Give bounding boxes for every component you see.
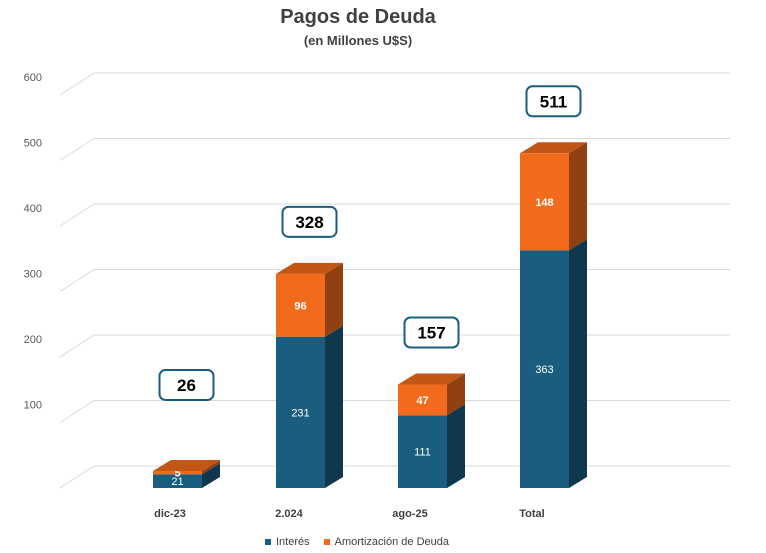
legend-label-amortizacion: Amortización de Deuda bbox=[334, 536, 449, 548]
gridline bbox=[59, 400, 730, 423]
legend-swatch-interes bbox=[265, 539, 271, 545]
y-tick-label: 500 bbox=[24, 138, 42, 150]
y-tick-label: 400 bbox=[24, 203, 42, 215]
total-label: 157 bbox=[417, 324, 445, 343]
x-tick-label: dic-23 bbox=[154, 508, 186, 520]
data-label: 96 bbox=[294, 300, 306, 312]
bar-top bbox=[520, 142, 587, 154]
total-label: 328 bbox=[295, 213, 323, 232]
gridline bbox=[59, 203, 730, 227]
total-callout-box bbox=[525, 85, 582, 118]
bar-side bbox=[202, 463, 220, 488]
gridline bbox=[59, 72, 730, 96]
bar-side bbox=[569, 239, 587, 488]
x-tick-label: Total bbox=[519, 508, 544, 520]
bar-top bbox=[398, 373, 465, 385]
bar-segment bbox=[153, 474, 202, 488]
gridline bbox=[59, 269, 730, 292]
bar-segment bbox=[520, 153, 569, 251]
data-label: 111 bbox=[414, 447, 431, 459]
gridline bbox=[59, 465, 730, 489]
y-tick-label: 100 bbox=[24, 400, 42, 412]
legend-item-amortizacion: Amortización de Deuda bbox=[323, 536, 449, 548]
y-tick-label: 300 bbox=[24, 269, 42, 281]
chart-subtitle: (en Millones U$S) bbox=[303, 33, 413, 48]
data-label: 5 bbox=[174, 468, 180, 480]
data-label: 363 bbox=[535, 364, 553, 376]
bar-side bbox=[325, 262, 343, 337]
bar-side bbox=[202, 459, 220, 475]
chart-legend: Interés Amortización de Deuda bbox=[265, 536, 449, 548]
total-callout-box bbox=[403, 316, 460, 349]
gridline bbox=[59, 334, 730, 358]
total-label: 511 bbox=[540, 92, 567, 111]
legend-label-interes: Interés bbox=[276, 536, 310, 548]
bar-top bbox=[153, 459, 220, 471]
x-tick-label: 2.024 bbox=[275, 508, 303, 520]
bar-segment bbox=[153, 470, 202, 475]
y-tick-label: 600 bbox=[24, 72, 42, 84]
bar-segment bbox=[276, 336, 325, 488]
bar-side bbox=[325, 325, 343, 488]
data-label: 231 bbox=[291, 407, 309, 419]
data-label: 21 bbox=[171, 476, 183, 488]
y-tick-label: 200 bbox=[24, 334, 42, 346]
bar-side bbox=[447, 373, 465, 416]
bar-top bbox=[276, 262, 343, 274]
bar-segment bbox=[276, 273, 325, 337]
total-callout-box bbox=[281, 205, 338, 238]
bar-segment bbox=[520, 250, 569, 488]
bar-side bbox=[569, 142, 587, 251]
chart-title: Pagos de Deuda bbox=[280, 6, 436, 28]
gridline bbox=[59, 138, 730, 161]
bar-side bbox=[447, 404, 465, 488]
total-callout-box bbox=[158, 368, 215, 401]
x-tick-label: ago-25 bbox=[392, 508, 427, 520]
bar-segment bbox=[398, 415, 447, 488]
total-label: 26 bbox=[177, 376, 196, 395]
legend-swatch-amortizacion bbox=[323, 539, 330, 545]
bar-segment bbox=[398, 384, 447, 416]
legend-item-interes: Interés bbox=[265, 536, 310, 548]
data-label: 47 bbox=[416, 395, 428, 407]
data-label: 148 bbox=[535, 197, 553, 209]
